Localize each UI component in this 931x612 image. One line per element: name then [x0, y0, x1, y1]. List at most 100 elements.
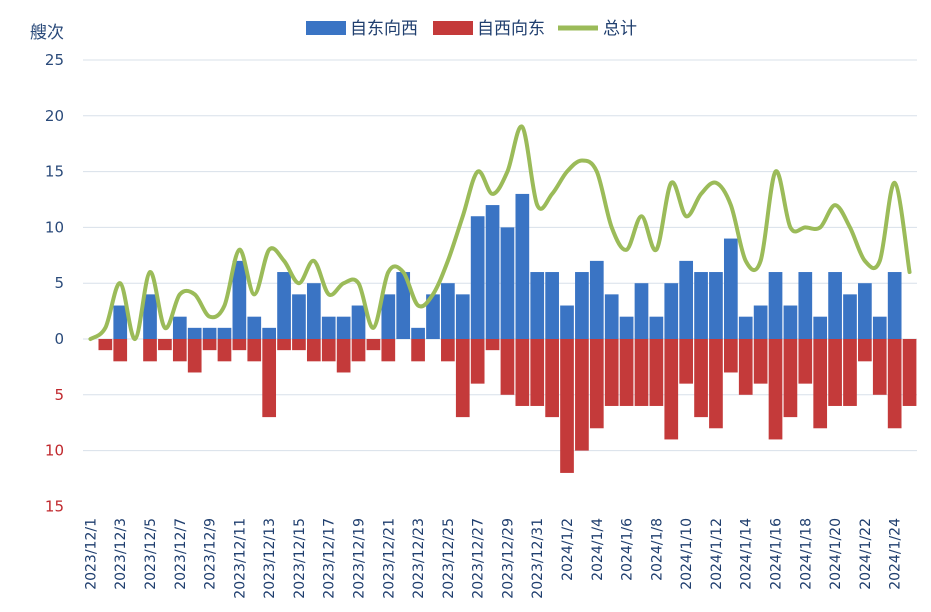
bar-east-to-west — [411, 327, 425, 339]
x-tick-label: 2023/12/31 — [530, 518, 546, 599]
bar-west-to-east — [798, 339, 813, 384]
x-tick-label: 2024/1/10 — [679, 518, 695, 590]
bar-east-to-west — [292, 294, 306, 339]
x-tick-label: 2024/1/16 — [769, 518, 785, 590]
bar-west-to-east — [872, 339, 887, 395]
bar-west-to-east — [545, 339, 559, 418]
bar-west-to-east — [858, 339, 872, 362]
bar-west-to-east — [694, 339, 708, 418]
bar-east-to-west — [530, 272, 545, 339]
bar-west-to-east — [589, 339, 604, 429]
x-tick-label: 2023/12/11 — [232, 518, 248, 599]
y-tick-label-negative: 10 — [45, 442, 64, 460]
bar-east-to-west — [768, 272, 783, 339]
bar-west-to-east — [560, 339, 574, 473]
bar-east-to-west — [351, 305, 366, 339]
series-east-to-west — [113, 193, 902, 339]
bar-west-to-east — [843, 339, 857, 406]
bar-west-to-east — [664, 339, 679, 440]
bar-east-to-west — [679, 260, 694, 339]
bar-east-to-west — [723, 238, 738, 339]
bar-west-to-east — [619, 339, 634, 406]
bar-west-to-east — [98, 339, 113, 351]
bar-east-to-west — [396, 272, 411, 339]
x-tick-label: 2023/12/5 — [143, 518, 159, 590]
x-tick-label: 2024/1/24 — [888, 518, 904, 590]
bar-east-to-west — [217, 327, 232, 339]
bar-east-to-west — [738, 316, 753, 339]
bar-east-to-west — [589, 260, 604, 339]
bar-west-to-east — [158, 339, 172, 351]
x-tick-label: 2024/1/14 — [739, 518, 755, 590]
bar-west-to-east — [366, 339, 381, 351]
bar-east-to-west — [232, 260, 247, 339]
bar-east-to-west — [872, 316, 887, 339]
bar-west-to-east — [232, 339, 247, 351]
bar-east-to-west — [858, 283, 872, 339]
x-tick-label: 2023/12/19 — [352, 518, 368, 599]
bar-west-to-east — [470, 339, 485, 384]
legend-label-ew: 自东向西 — [350, 19, 418, 39]
y-tick-label: 15 — [45, 163, 64, 181]
bar-east-to-west — [172, 316, 187, 339]
bar-west-to-east — [604, 339, 619, 406]
bar-east-to-west — [306, 283, 321, 339]
bar-east-to-west — [694, 272, 708, 339]
bar-east-to-west — [664, 283, 679, 339]
bar-east-to-west — [813, 316, 828, 339]
bar-west-to-east — [336, 339, 351, 373]
bar-east-to-west — [545, 272, 559, 339]
bar-east-to-west — [887, 272, 902, 339]
bar-east-to-west — [441, 283, 455, 339]
bar-west-to-east — [575, 339, 589, 451]
bar-west-to-east — [411, 339, 425, 362]
bar-west-to-east — [768, 339, 783, 440]
bar-east-to-west — [634, 283, 649, 339]
bar-east-to-west — [560, 305, 574, 339]
bar-west-to-east — [381, 339, 396, 362]
bar-east-to-west — [843, 294, 857, 339]
x-tick-label: 2023/12/21 — [381, 518, 397, 599]
x-tick-label: 2023/12/29 — [500, 518, 516, 599]
bar-east-to-west — [143, 294, 157, 339]
bar-east-to-west — [798, 272, 813, 339]
x-tick-label: 2023/12/9 — [203, 518, 219, 590]
legend: 自东向西 自西向东 总计 — [306, 19, 637, 39]
bar-west-to-east — [455, 339, 470, 418]
bar-west-to-east — [679, 339, 694, 384]
y-tick-label-negative: 15 — [45, 497, 64, 515]
bar-east-to-west — [649, 316, 664, 339]
bar-west-to-east — [887, 339, 902, 429]
y-tick-label: 20 — [45, 107, 64, 125]
x-tick-label: 2024/1/20 — [828, 518, 844, 590]
bar-east-to-west — [455, 294, 470, 339]
bar-west-to-east — [828, 339, 842, 406]
bar-east-to-west — [336, 316, 351, 339]
x-tick-label: 2023/12/15 — [292, 518, 308, 599]
x-axis-ticks: 2023/12/1 2023/12/3 2023/12/5 2023/12/7 2023… — [83, 518, 903, 599]
x-tick-label: 2024/1/22 — [858, 518, 874, 590]
bar-east-to-west — [187, 327, 202, 339]
x-tick-label: 2024/1/4 — [590, 518, 606, 581]
legend-label-we: 自西向东 — [477, 19, 545, 39]
x-tick-label: 2023/12/1 — [83, 518, 99, 590]
bar-west-to-east — [783, 339, 798, 418]
bar-west-to-east — [441, 339, 455, 362]
y-tick-label: 5 — [54, 274, 64, 292]
bar-west-to-east — [500, 339, 515, 395]
bar-east-to-west — [470, 216, 485, 339]
series-west-to-east — [98, 339, 917, 473]
x-tick-label: 2024/1/12 — [709, 518, 725, 590]
y-axis-ticks: 25 20 15 10 5 0 5 10 15 — [45, 51, 64, 515]
bar-west-to-east — [262, 339, 277, 418]
legend-label-total: 总计 — [603, 19, 637, 39]
x-tick-label: 2024/1/6 — [620, 518, 636, 581]
bar-west-to-east — [113, 339, 128, 362]
bar-west-to-east — [277, 339, 291, 351]
bar-east-to-west — [575, 272, 589, 339]
bar-east-to-west — [709, 272, 723, 339]
bar-west-to-east — [187, 339, 202, 373]
bar-west-to-east — [738, 339, 753, 395]
bar-west-to-east — [723, 339, 738, 373]
